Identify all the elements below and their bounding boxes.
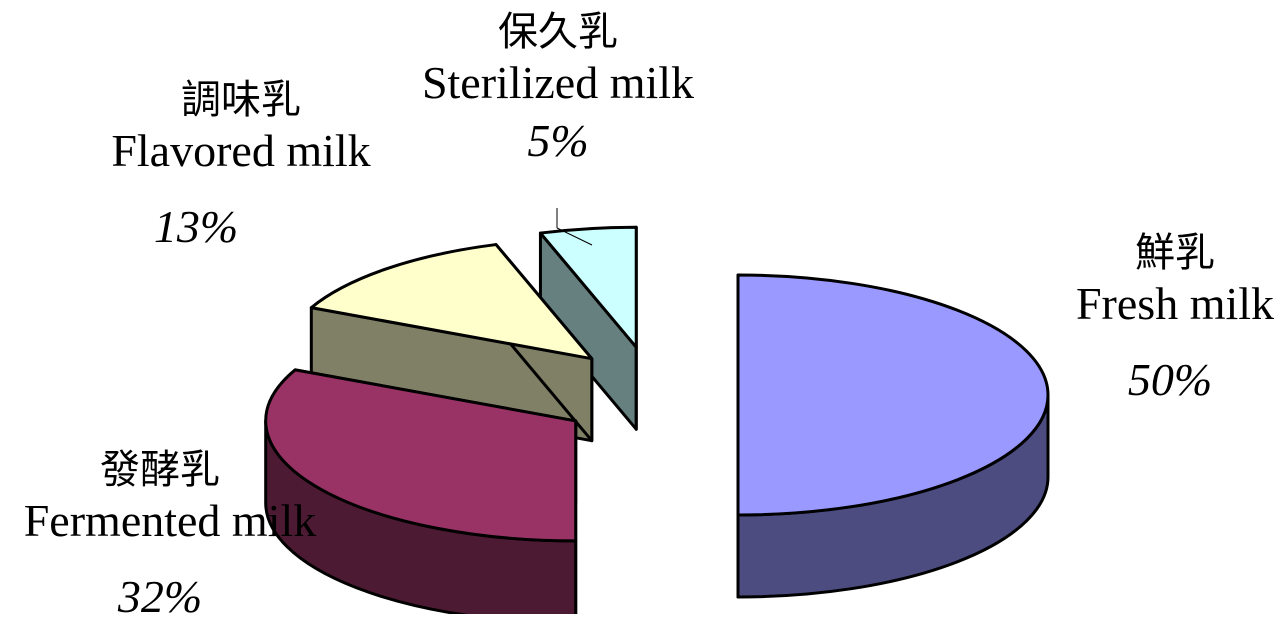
leader-line-sterilized-2 [556,227,593,246]
slice-top [309,243,594,361]
label-pct: 50% [1127,354,1213,405]
label-en: Fresh milk [1075,278,1275,329]
label-flavored-milk: 調味乳 Flavored milk 13% [96,80,386,250]
label-zh: 鮮乳 [1135,230,1215,275]
pie-slice-fresh-milk [736,273,1050,599]
label-en: Fermented milk [23,495,317,546]
slice-top [264,368,578,543]
label-fermented-milk: 發酵乳 Fermented milk 32% [5,450,335,620]
label-zh: 調味乳 [181,77,301,122]
slice-top [736,273,1050,517]
label-pct: 5% [527,115,589,166]
label-pct: 13% [153,201,239,252]
pie-slice-fermented-milk [264,368,578,614]
label-zh: 保久乳 [498,9,618,54]
pie-slice-sterilized-milk [538,225,638,431]
label-en: Flavored milk [111,125,371,176]
label-fresh-milk: 鮮乳 Fresh milk 50% [1065,233,1285,403]
slice-top [538,225,638,349]
pie-slice-flavored-milk [309,243,594,443]
label-zh: 發酵乳 [100,447,220,492]
label-sterilized-milk: 保久乳 Sterilized milk 5% [408,12,708,164]
label-en: Sterilized milk [421,57,695,108]
label-pct: 32% [117,571,203,622]
